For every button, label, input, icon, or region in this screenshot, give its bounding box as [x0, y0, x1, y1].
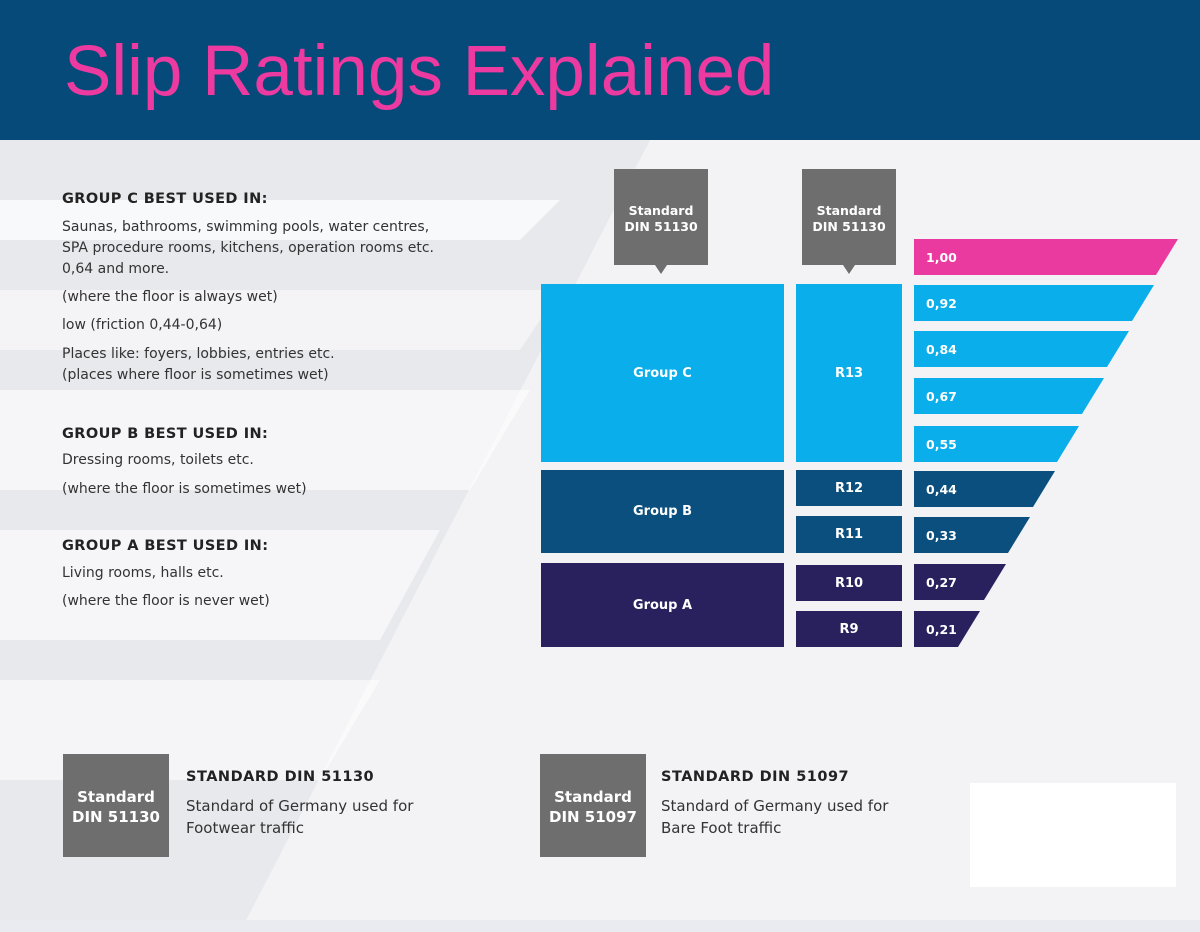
- legend-title-din51130: STANDARD DIN 51130: [186, 769, 375, 785]
- group-c-line: Places like: foyers, lobbies, entries et…: [62, 346, 335, 362]
- blank-card: [970, 783, 1176, 887]
- group-b-line: (where the floor is sometimes wet): [62, 481, 307, 497]
- group-b-line: Dressing rooms, toilets etc.: [62, 452, 254, 468]
- legend-title-din51097: STANDARD DIN 51097: [661, 769, 850, 785]
- group-c-line: (places where floor is sometimes wet): [62, 367, 329, 383]
- group-c-line: low (friction 0,44-0,64): [62, 317, 223, 333]
- header-banner: Slip Ratings Explained: [0, 0, 1200, 140]
- legend-box-din51097: Standard DIN 51097: [540, 754, 646, 857]
- legend-desc-din51097: Standard of Germany used for: [661, 797, 889, 815]
- group-a-line: Living rooms, halls etc.: [62, 565, 224, 581]
- group-c-line: (where the floor is always wet): [62, 289, 278, 305]
- friction-value-bar: 0,84: [914, 331, 1129, 367]
- group-c-heading: GROUP C BEST USED IN:: [62, 191, 268, 207]
- tag-line: Standard: [816, 203, 882, 218]
- page-title: Slip Ratings Explained: [64, 32, 775, 111]
- group-a-box: Group A: [541, 563, 784, 647]
- friction-value-bar: 0,55: [914, 426, 1079, 462]
- group-b-heading: GROUP B BEST USED IN:: [62, 426, 269, 442]
- legend-box-line: DIN 51130: [72, 808, 160, 826]
- bg-stripe: [0, 680, 380, 780]
- legend-box-line: DIN 51097: [549, 808, 637, 826]
- background-stripes: [0, 140, 1200, 932]
- legend-desc-din51130: Footwear traffic: [186, 819, 304, 837]
- friction-value-bar: 1,00: [914, 239, 1178, 275]
- group-c-line: SPA procedure rooms, kitchens, operation…: [62, 240, 434, 256]
- group-c-line: Saunas, bathrooms, swimming pools, water…: [62, 219, 430, 235]
- legend-desc-din51097: Bare Foot traffic: [661, 819, 782, 837]
- rating-r9-box: R9: [796, 611, 902, 647]
- friction-value-bar: 0,92: [914, 285, 1154, 321]
- legend-box-line: Standard: [77, 788, 155, 806]
- friction-value-bar: 0,44: [914, 471, 1055, 507]
- standard-tag-rating-column: Standard DIN 51130: [802, 169, 896, 274]
- friction-value-bar: 0,33: [914, 517, 1030, 553]
- group-c-box: Group C: [541, 284, 784, 462]
- friction-value-bar: 0,67: [914, 378, 1104, 414]
- tag-line: DIN 51130: [624, 219, 698, 234]
- group-a-line: (where the floor is never wet): [62, 593, 270, 609]
- bg-stripe: [0, 390, 530, 490]
- tag-line: Standard: [628, 203, 694, 218]
- bg-stripe: [0, 200, 560, 240]
- standard-tag-group-column: Standard DIN 51130: [614, 169, 708, 274]
- legend-box-din51130: Standard DIN 51130: [63, 754, 169, 857]
- rating-r12-box: R12: [796, 470, 902, 506]
- group-a-heading: GROUP A BEST USED IN:: [62, 538, 269, 554]
- tag-line: DIN 51130: [812, 219, 886, 234]
- bg-stripe: [0, 530, 440, 640]
- group-c-line: 0,64 and more.: [62, 261, 170, 277]
- rating-r13-box: R13: [796, 284, 902, 462]
- legend-desc-din51130: Standard of Germany used for: [186, 797, 414, 815]
- rating-r10-box: R10: [796, 565, 902, 601]
- group-b-box: Group B: [541, 470, 784, 553]
- bg-stripe: [0, 290, 560, 350]
- rating-r11-box: R11: [796, 516, 902, 553]
- legend-box-line: Standard: [554, 788, 632, 806]
- bg-footer-strip: [0, 920, 1200, 932]
